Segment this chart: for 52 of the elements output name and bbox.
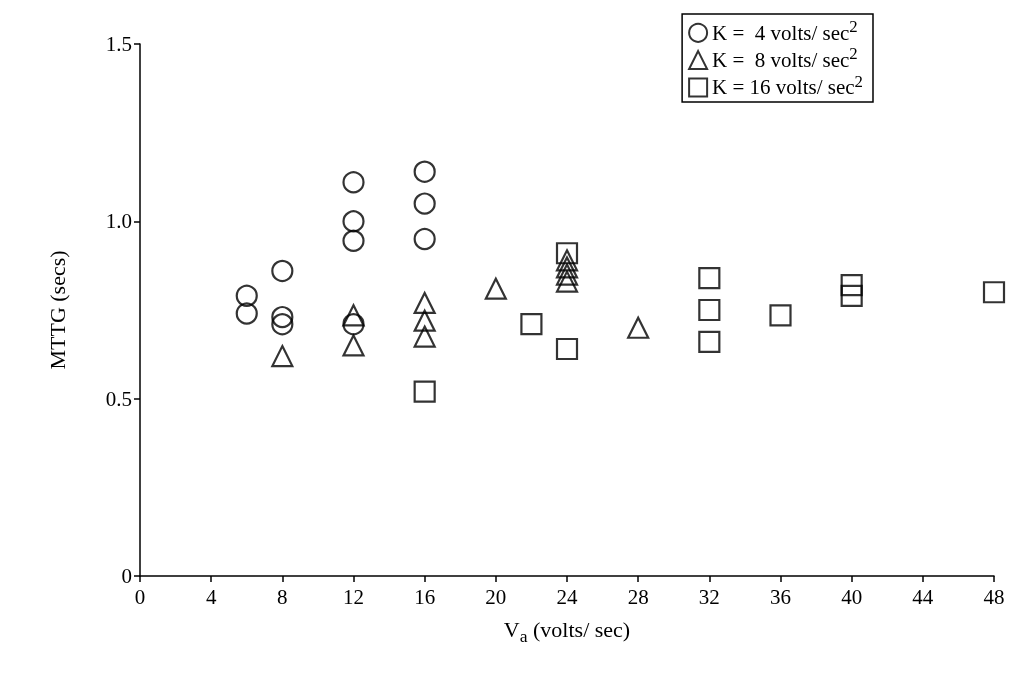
point — [555, 249, 579, 272]
x-tick-label: 4 — [205, 584, 217, 609]
y-tick-label: 0 — [121, 564, 132, 588]
point — [982, 281, 1006, 304]
point — [840, 284, 863, 307]
point — [271, 345, 294, 368]
point — [698, 330, 721, 354]
y-tick-label: 1.0 — [105, 209, 132, 234]
point — [555, 337, 579, 361]
point — [413, 227, 436, 251]
point — [271, 306, 294, 329]
point — [342, 210, 365, 233]
point — [235, 302, 258, 325]
point — [342, 313, 365, 336]
x-tick-label: 36 — [770, 584, 791, 609]
point — [413, 309, 436, 332]
point — [413, 192, 436, 215]
x-tick-label: 8 — [277, 584, 288, 609]
point — [413, 291, 436, 315]
x-tick-label: 12 — [343, 584, 364, 609]
point — [627, 316, 650, 339]
point — [413, 325, 436, 348]
point — [413, 160, 436, 183]
point — [555, 270, 579, 293]
y-tick-label: 1.5 — [105, 32, 132, 56]
x-tick-label: 48 — [983, 584, 1005, 609]
x-tick-label: 16 — [414, 584, 436, 609]
point — [342, 171, 365, 194]
point — [271, 259, 294, 283]
point — [342, 304, 365, 327]
point — [769, 304, 792, 327]
point — [413, 380, 436, 403]
point — [555, 242, 579, 265]
x-tick-label: 24 — [556, 584, 578, 609]
point — [698, 266, 721, 290]
point — [555, 256, 579, 279]
point — [698, 298, 721, 322]
point — [555, 263, 579, 286]
x-tick-label: 20 — [485, 584, 507, 609]
point — [342, 229, 365, 252]
x-tick-label: 44 — [912, 584, 934, 609]
point — [840, 274, 863, 297]
x-tick-label: 32 — [698, 584, 720, 609]
x-tick-label: 40 — [841, 584, 863, 609]
x-tick-label: 28 — [627, 584, 649, 609]
point — [520, 313, 543, 336]
y-tick-label: 0.5 — [105, 386, 132, 411]
y-axis-title: MTTG (secs) — [44, 250, 70, 370]
point — [484, 277, 507, 300]
point — [235, 284, 258, 307]
point — [271, 313, 294, 336]
point — [342, 334, 365, 357]
